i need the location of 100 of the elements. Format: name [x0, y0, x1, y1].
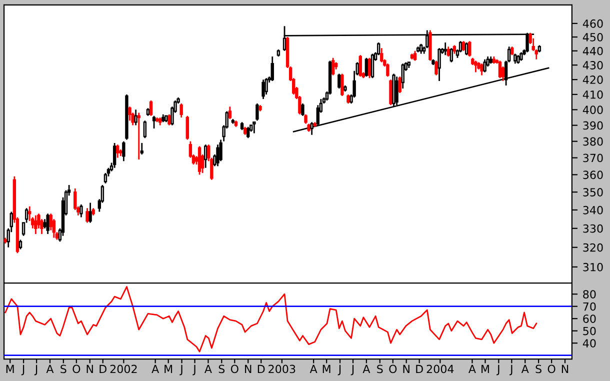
candlestick	[216, 144, 220, 167]
x-tick-label: N	[86, 364, 93, 374]
x-tick-label: J	[21, 364, 24, 376]
candlestick	[46, 212, 50, 235]
candlestick	[152, 115, 156, 130]
candlestick	[389, 78, 392, 106]
candlestick	[43, 218, 46, 230]
y-tick-label: 380	[583, 137, 603, 146]
candlestick	[140, 142, 144, 156]
candlestick	[462, 40, 466, 52]
x-tick-label: A	[362, 364, 370, 374]
candlestick	[398, 76, 402, 94]
candlestick	[112, 142, 116, 169]
y-tick-label: 420	[582, 76, 603, 84]
candlestick	[370, 52, 374, 79]
y-tick-label: 400	[582, 106, 603, 114]
x-tick-label: J	[180, 364, 182, 376]
candlestick	[386, 62, 390, 78]
candlestick	[474, 60, 478, 73]
y-tick-label: 440	[582, 46, 603, 56]
candlestick	[450, 47, 454, 63]
candlestick	[80, 204, 83, 218]
candlestick	[143, 120, 147, 139]
x-tick-label: O	[72, 364, 80, 374]
x-tick-label: M	[164, 364, 172, 374]
y-tick-label: 330	[583, 224, 603, 233]
candlestick	[256, 102, 259, 122]
candlestick	[346, 94, 350, 104]
candlestick	[270, 56, 274, 82]
y-tick-label: 70	[583, 302, 596, 311]
candlestick	[264, 77, 268, 96]
candlestick	[395, 76, 398, 106]
candlestick	[116, 144, 120, 158]
candlestick	[444, 42, 447, 56]
candlestick	[122, 140, 126, 162]
y-tick-label: 460	[582, 19, 603, 28]
x-tick-label: S	[60, 364, 66, 374]
candlestick	[88, 202, 92, 224]
candlestick	[446, 46, 450, 58]
y-tick-label: 350	[583, 188, 603, 196]
x-tick-label: M	[322, 364, 330, 374]
x-tick-label: D	[258, 364, 265, 374]
candlestick	[468, 40, 472, 58]
candlestick	[18, 239, 22, 250]
candlestick	[180, 102, 183, 118]
x-tick-label: N	[245, 364, 252, 374]
x-tick-label: J	[350, 364, 354, 376]
candlestick	[413, 50, 417, 62]
x-tick-label: O	[230, 364, 238, 374]
y-tick-label: 320	[583, 243, 603, 252]
y-tick-label: 40	[582, 339, 596, 348]
y-tick-label: 310	[583, 262, 603, 272]
x-tick-label: J	[496, 364, 500, 376]
candlestick	[262, 78, 265, 100]
candlestick	[149, 100, 153, 117]
x-tick-label: O	[389, 364, 397, 374]
candlestick	[137, 112, 140, 160]
x-tick-label: M	[6, 364, 14, 374]
candlestick	[198, 146, 202, 176]
y-tick-label: 410	[582, 90, 603, 99]
x-tick-label: A	[204, 364, 212, 374]
x-tick-label: 2002	[110, 364, 137, 374]
x-tick-label: J	[192, 364, 196, 376]
candlestick	[252, 121, 256, 134]
x-tick-label: 2003	[268, 364, 296, 374]
x-tick-label: S	[536, 364, 542, 374]
x-tick-label: O	[548, 364, 556, 374]
candlestick	[464, 42, 468, 56]
candlestick	[419, 43, 423, 54]
x-tick-label: N	[403, 364, 410, 374]
candlestick	[228, 106, 232, 120]
line-series	[4, 286, 538, 352]
candlestick	[434, 60, 438, 76]
y-tick-label: 360	[583, 170, 603, 180]
candlestick	[104, 172, 108, 184]
candlestick	[331, 57, 335, 76]
candlestick	[364, 57, 368, 78]
x-tick-label: S	[377, 364, 383, 374]
x-tick-label: N	[562, 364, 568, 374]
x-tick-label: J	[509, 364, 512, 376]
x-tick-label: J	[338, 364, 341, 376]
candlestick	[134, 108, 138, 126]
candlestick	[380, 47, 384, 63]
candlestick	[246, 126, 250, 139]
candlestick	[501, 66, 505, 82]
x-tick-label: A	[152, 364, 160, 374]
candlestick	[358, 54, 362, 78]
x-tick-label: 2004	[426, 364, 454, 374]
x-tick-label: M	[482, 364, 489, 374]
y-tick-label: 50	[583, 326, 596, 336]
candlestick	[401, 62, 404, 90]
x-tick-label: A	[46, 364, 54, 374]
y-tick-label: 450	[582, 32, 603, 42]
x-tick-label: D	[416, 364, 423, 374]
y-tick-label: 390	[583, 121, 603, 130]
candlestick	[368, 57, 372, 79]
x-tick-label: S	[218, 364, 225, 374]
y-tick-label: 60	[583, 314, 596, 323]
candlestick	[168, 114, 171, 126]
candlestick	[498, 60, 502, 79]
